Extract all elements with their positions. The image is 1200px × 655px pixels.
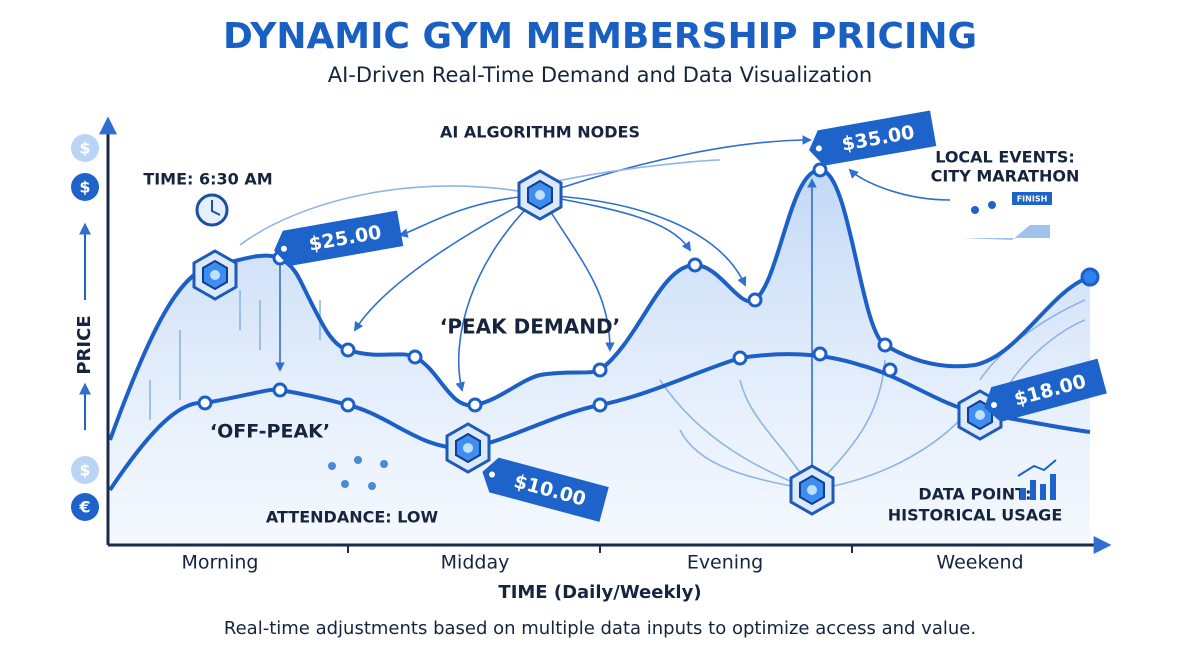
annotation: ‘PEAK DEMAND’ — [440, 315, 620, 339]
subtitle: AI-Driven Real-Time Demand and Data Visu… — [328, 63, 872, 87]
ai-node — [192, 249, 238, 301]
x-category: Morning — [182, 552, 259, 574]
baseline-curve — [108, 352, 1091, 492]
price-tag: $35.00 — [809, 110, 937, 166]
x-axis-label: TIME (Daily/Weekly) — [498, 582, 701, 603]
annotation: TIME: 6:30 AM — [143, 170, 272, 189]
annotation: DATA POINT: — [918, 485, 1031, 504]
currency-icon — [71, 456, 99, 484]
currency-icon — [71, 134, 99, 162]
annotation: CITY MARATHON — [931, 167, 1080, 186]
currency-symbol: $ — [79, 178, 90, 197]
annotation: ‘OFF-PEAK’ — [210, 421, 330, 443]
currency-symbol: $ — [79, 139, 90, 158]
bar-chart-icon — [1017, 459, 1057, 500]
finish-label: FINISH — [1017, 195, 1048, 204]
title: DYNAMIC GYM MEMBERSHIP PRICING — [223, 16, 977, 57]
x-category: Midday — [441, 552, 510, 574]
x-category: Weekend — [936, 552, 1023, 574]
currency-icon — [71, 493, 99, 521]
x-category: Evening — [687, 552, 763, 574]
annotation: ATTENDANCE: LOW — [266, 508, 439, 527]
annotation: LOCAL EVENTS: — [935, 148, 1075, 167]
ai-node — [789, 464, 835, 516]
y-axis-label: PRICE — [74, 315, 95, 374]
price-tag: $25.00 — [274, 210, 404, 267]
marathon-icon — [962, 192, 1052, 240]
currency-symbol: $ — [79, 461, 90, 480]
people-icon — [328, 456, 388, 490]
x-dividers — [347, 545, 853, 553]
clock-icon — [195, 193, 229, 227]
annotation: HISTORICAL USAGE — [888, 506, 1063, 525]
currency-icon — [71, 173, 99, 201]
annotation: AI ALGORITHM NODES — [440, 123, 640, 142]
demand-area — [110, 170, 1090, 545]
ai-node — [445, 422, 491, 474]
currency-symbol: € — [78, 498, 90, 517]
caption: Real-time adjustments based on multiple … — [224, 618, 976, 639]
ai-node — [517, 169, 563, 221]
